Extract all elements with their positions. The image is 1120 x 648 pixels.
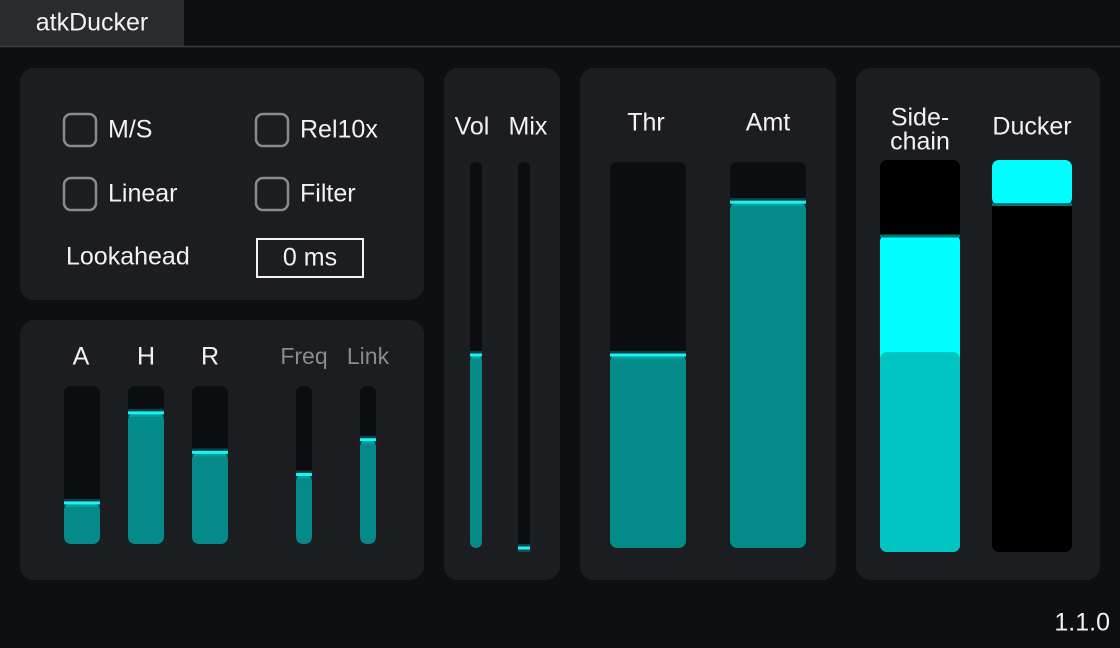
slider-label: Link (347, 343, 390, 369)
checkbox[interactable] (254, 176, 290, 212)
output-panel (444, 68, 560, 580)
slider-handle[interactable] (128, 411, 164, 415)
ducker-reduction (992, 160, 1072, 206)
slider-track[interactable] (518, 162, 530, 548)
lookahead-value[interactable]: 0 ms (283, 244, 337, 272)
sidechain-level (880, 352, 960, 552)
slider-label: Freq (280, 343, 327, 369)
checkbox-label[interactable]: Linear (108, 180, 178, 208)
title-tab (0, 0, 184, 46)
slider-handle[interactable] (296, 472, 312, 476)
slider-handle[interactable] (730, 200, 806, 204)
lookahead-field[interactable] (256, 238, 364, 278)
sidechain-peak-edge (880, 234, 960, 238)
slider-label: Mix (509, 113, 548, 141)
checkbox-label[interactable]: M/S (108, 116, 152, 144)
checkbox[interactable] (62, 112, 98, 148)
slider-label: R (201, 343, 219, 371)
slider-fill[interactable] (128, 412, 164, 544)
slider-handle[interactable] (64, 501, 100, 505)
checkbox[interactable] (254, 112, 290, 148)
lookahead-label: Lookahead (66, 243, 190, 271)
slider-handle[interactable] (192, 450, 228, 454)
slider-fill[interactable] (64, 502, 100, 544)
ducker-label: Ducker (992, 113, 1071, 141)
slider-handle[interactable] (610, 353, 686, 357)
slider-label: Vol (455, 113, 490, 141)
checkbox-label[interactable]: Filter (300, 180, 356, 208)
slider-handle[interactable] (360, 438, 376, 442)
slider-label: Thr (627, 109, 665, 137)
sidechain-label: chain (890, 128, 950, 156)
slider-fill[interactable] (610, 355, 686, 548)
slider-fill[interactable] (360, 439, 376, 544)
slider-label: Amt (746, 109, 791, 137)
slider-handle[interactable] (518, 546, 530, 550)
checkbox[interactable] (62, 176, 98, 212)
version: 1.1.0 (1054, 609, 1110, 637)
slider-label: H (137, 343, 155, 371)
slider-fill[interactable] (470, 355, 482, 548)
slider-fill[interactable] (192, 452, 228, 544)
ducker-reduction-edge (992, 203, 1072, 207)
checkbox-label[interactable]: Rel10x (300, 116, 378, 144)
plugin-title: atkDucker (36, 9, 149, 37)
slider-label: A (73, 343, 90, 371)
options-panel (20, 68, 424, 300)
sidechain-label: Side- (891, 104, 949, 132)
slider-fill[interactable] (296, 474, 312, 544)
ducker-meter-track (992, 160, 1072, 552)
slider-handle[interactable] (470, 353, 482, 357)
slider-fill[interactable] (730, 202, 806, 549)
